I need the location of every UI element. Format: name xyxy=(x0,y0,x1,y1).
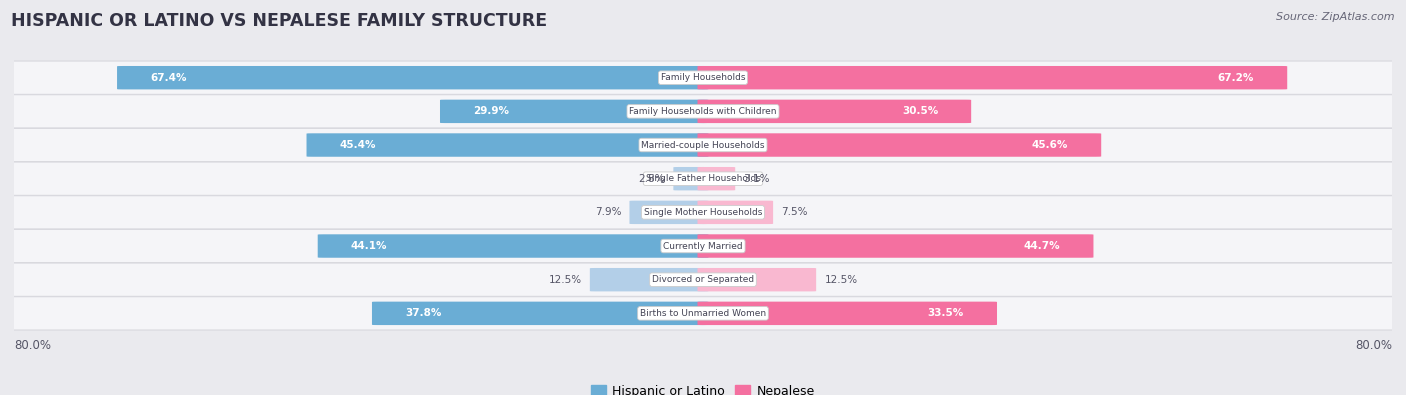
Text: 45.6%: 45.6% xyxy=(1032,140,1069,150)
FancyBboxPatch shape xyxy=(4,61,1402,94)
FancyBboxPatch shape xyxy=(4,229,1402,263)
FancyBboxPatch shape xyxy=(4,263,1402,296)
FancyBboxPatch shape xyxy=(318,234,709,258)
Text: 67.4%: 67.4% xyxy=(150,73,187,83)
Text: Family Households with Children: Family Households with Children xyxy=(630,107,776,116)
Text: Divorced or Separated: Divorced or Separated xyxy=(652,275,754,284)
FancyBboxPatch shape xyxy=(4,196,1402,229)
Text: 3.1%: 3.1% xyxy=(744,174,770,184)
Text: 45.4%: 45.4% xyxy=(340,140,375,150)
FancyBboxPatch shape xyxy=(307,134,709,157)
Text: 2.8%: 2.8% xyxy=(638,174,665,184)
Text: 80.0%: 80.0% xyxy=(14,339,51,352)
FancyBboxPatch shape xyxy=(697,302,997,325)
FancyBboxPatch shape xyxy=(591,268,709,292)
FancyBboxPatch shape xyxy=(4,128,1402,162)
Text: Source: ZipAtlas.com: Source: ZipAtlas.com xyxy=(1277,12,1395,22)
Text: Births to Unmarried Women: Births to Unmarried Women xyxy=(640,309,766,318)
Text: Single Father Households: Single Father Households xyxy=(645,174,761,183)
Text: Currently Married: Currently Married xyxy=(664,241,742,250)
FancyBboxPatch shape xyxy=(4,297,1402,330)
FancyBboxPatch shape xyxy=(697,66,1288,89)
Text: 44.1%: 44.1% xyxy=(350,241,387,251)
FancyBboxPatch shape xyxy=(117,66,709,89)
Text: Married-couple Households: Married-couple Households xyxy=(641,141,765,150)
Legend: Hispanic or Latino, Nepalese: Hispanic or Latino, Nepalese xyxy=(586,380,820,395)
FancyBboxPatch shape xyxy=(697,268,815,292)
FancyBboxPatch shape xyxy=(4,162,1402,196)
Text: 80.0%: 80.0% xyxy=(1355,339,1392,352)
Text: 29.9%: 29.9% xyxy=(472,106,509,117)
FancyBboxPatch shape xyxy=(697,167,735,190)
Text: 44.7%: 44.7% xyxy=(1024,241,1060,251)
Text: 33.5%: 33.5% xyxy=(928,308,965,318)
Text: HISPANIC OR LATINO VS NEPALESE FAMILY STRUCTURE: HISPANIC OR LATINO VS NEPALESE FAMILY ST… xyxy=(11,12,547,30)
Text: Family Households: Family Households xyxy=(661,73,745,82)
Text: 30.5%: 30.5% xyxy=(901,106,938,117)
Text: 7.5%: 7.5% xyxy=(782,207,808,217)
FancyBboxPatch shape xyxy=(630,201,709,224)
FancyBboxPatch shape xyxy=(373,302,709,325)
Text: 12.5%: 12.5% xyxy=(548,275,582,285)
Text: 12.5%: 12.5% xyxy=(824,275,858,285)
Text: 7.9%: 7.9% xyxy=(595,207,621,217)
Text: 37.8%: 37.8% xyxy=(405,308,441,318)
FancyBboxPatch shape xyxy=(697,100,972,123)
Text: 67.2%: 67.2% xyxy=(1218,73,1254,83)
FancyBboxPatch shape xyxy=(440,100,709,123)
FancyBboxPatch shape xyxy=(697,201,773,224)
FancyBboxPatch shape xyxy=(673,167,709,190)
FancyBboxPatch shape xyxy=(697,234,1094,258)
Text: Single Mother Households: Single Mother Households xyxy=(644,208,762,217)
FancyBboxPatch shape xyxy=(697,134,1101,157)
FancyBboxPatch shape xyxy=(4,95,1402,128)
